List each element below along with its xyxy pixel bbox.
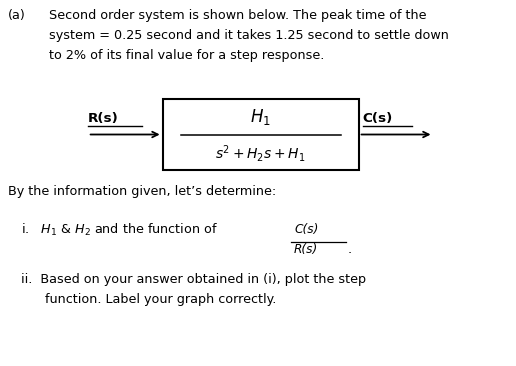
- Text: R(s): R(s): [88, 112, 119, 125]
- Text: $s^2 + H_2s + H_1$: $s^2 + H_2s + H_1$: [215, 143, 306, 164]
- Text: (a): (a): [8, 9, 25, 22]
- Text: ii.  Based on your answer obtained in (i), plot the step: ii. Based on your answer obtained in (i)…: [21, 273, 366, 286]
- Text: to 2% of its final value for a step response.: to 2% of its final value for a step resp…: [49, 49, 325, 63]
- Text: .: .: [347, 243, 351, 257]
- Text: Second order system is shown below. The peak time of the: Second order system is shown below. The …: [49, 9, 427, 22]
- Bar: [163, 99, 359, 170]
- Text: C(s): C(s): [363, 112, 393, 125]
- Text: C(s): C(s): [294, 223, 318, 236]
- Text: function. Label your graph correctly.: function. Label your graph correctly.: [21, 293, 276, 306]
- Text: R(s): R(s): [294, 243, 318, 257]
- Text: $H_1$: $H_1$: [250, 107, 271, 127]
- Text: By the information given, let’s determine:: By the information given, let’s determin…: [8, 185, 276, 198]
- Text: system = 0.25 second and it takes 1.25 second to settle down: system = 0.25 second and it takes 1.25 s…: [49, 29, 449, 42]
- Text: i.   $H_1$ & $H_2$ and the function of: i. $H_1$ & $H_2$ and the function of: [21, 221, 217, 238]
